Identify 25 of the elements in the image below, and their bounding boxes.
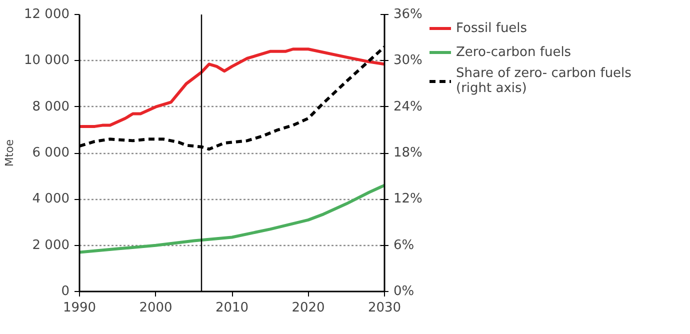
x-tick-label: 1990	[62, 300, 96, 316]
y-tick-label: 4 000	[32, 192, 70, 207]
y2-tick-label: 0%	[394, 284, 414, 299]
y2-tick-label: 30%	[394, 53, 422, 68]
y2-tick-label: 18%	[394, 146, 422, 160]
legend-label: Zero-carbon fuels	[456, 44, 572, 60]
y2-tick-label: 6%	[394, 238, 414, 253]
y-tick-label: 8 000	[32, 99, 70, 114]
y2-tick-label: 24%	[394, 99, 422, 114]
y-tick-label: 0	[61, 284, 70, 299]
y2-tick-label: 36%	[394, 7, 422, 22]
y-axis-title: Mtoe	[3, 139, 16, 167]
x-tick-label: 2000	[139, 300, 172, 316]
y-tick-label: 6 000	[32, 146, 70, 160]
x-tick-label: 2020	[292, 300, 325, 316]
legend-label: Fossil fuels	[456, 20, 528, 36]
x-tick-label: 2010	[215, 300, 249, 316]
line-series	[80, 184, 384, 254]
x-tick-label: 2030	[368, 300, 402, 316]
y2-tick-label: 12%	[394, 192, 422, 207]
y-tick-label: 2 000	[32, 238, 70, 253]
legend-label: Share of zero- carbon fuels (right axis)	[456, 66, 632, 96]
y-tick-label: 10 000	[24, 53, 70, 68]
line-series	[80, 48, 384, 128]
y-tick-label: 12 000	[24, 7, 70, 22]
